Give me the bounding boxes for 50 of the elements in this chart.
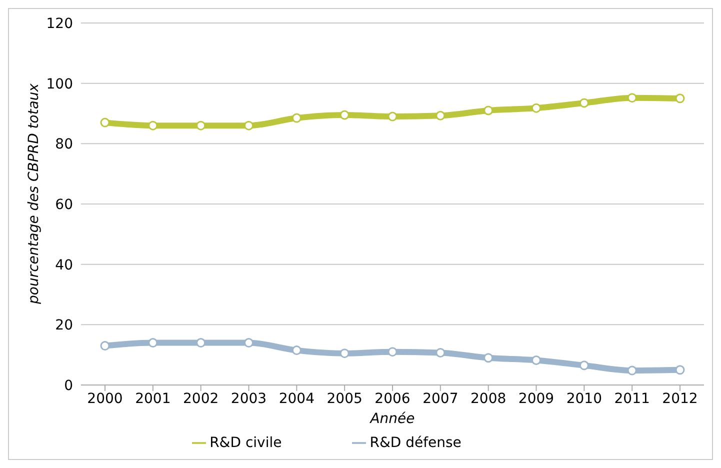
point (388, 112, 398, 122)
point (148, 338, 158, 348)
x-tick-label: 2012 (662, 390, 698, 407)
x-tick-label: 2005 (326, 390, 362, 407)
point (388, 347, 398, 357)
point (196, 338, 206, 348)
point (100, 341, 110, 351)
point (196, 120, 206, 130)
x-tick-label: 2011 (614, 390, 650, 407)
point (100, 118, 110, 128)
y-tick-label: 60 (55, 196, 73, 213)
point (436, 110, 446, 120)
point (532, 103, 541, 113)
legend-label: R&D défense (370, 435, 462, 451)
x-tick-label: 2002 (183, 390, 219, 407)
x-tick-label: 2004 (278, 390, 315, 407)
x-tick-label: 2000 (87, 390, 123, 407)
x-tick-label: 2001 (135, 390, 171, 407)
point (484, 353, 494, 363)
point (579, 98, 589, 108)
point (627, 93, 637, 103)
point (340, 110, 350, 120)
x-tick-label: 2009 (518, 390, 554, 407)
point (148, 120, 158, 130)
x-tick-label: 2003 (230, 390, 267, 407)
x-axis-title: Année (369, 411, 415, 427)
x-tick-label: 2007 (422, 390, 458, 407)
y-tick-label: 100 (46, 76, 73, 92)
point (532, 356, 541, 366)
point (436, 348, 446, 358)
point (675, 94, 685, 104)
x-tick-label: 2008 (470, 390, 506, 407)
y-tick-label: 40 (55, 257, 73, 274)
point (292, 113, 302, 123)
point (292, 346, 302, 356)
point (627, 366, 637, 376)
point (244, 338, 254, 348)
x-tick-label: 2010 (566, 390, 602, 407)
point (340, 348, 350, 358)
y-axis-title: pourcentage des CBPRD totaux (26, 82, 42, 305)
point (579, 360, 589, 370)
y-tick-label: 20 (55, 318, 73, 334)
y-tick-label: 120 (46, 16, 73, 32)
y-tick-label: 80 (55, 136, 73, 153)
x-tick-label: 2006 (374, 390, 410, 407)
legend-label: R&D civile (210, 435, 282, 451)
y-tick-label: 0 (64, 378, 73, 394)
point (675, 365, 685, 375)
point (244, 120, 254, 130)
point (484, 106, 494, 116)
